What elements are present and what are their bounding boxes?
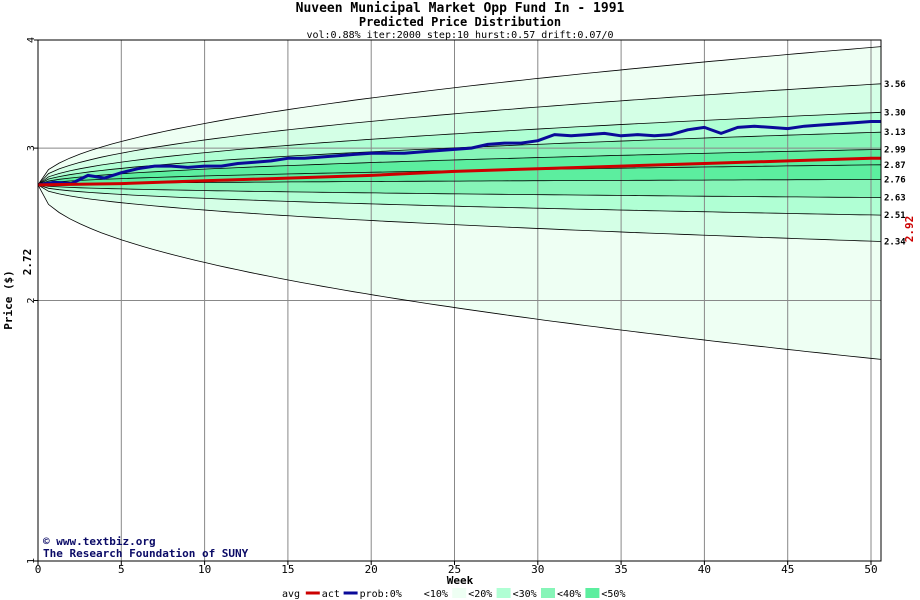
legend-label-avg: avg <box>282 589 300 600</box>
band-contour-2 <box>37 83 882 186</box>
start-price-label: 2.72 <box>21 249 34 276</box>
legend-label-2: prob:0% <box>360 589 402 600</box>
series-line-avg <box>37 120 881 187</box>
end-label-3.13: 3.13 <box>884 128 906 138</box>
x-axis-ticks: 0 5 10 15 20 25 30 35 40 45 50 <box>35 561 878 576</box>
prob-band-4 <box>38 132 881 185</box>
x-tick-label-50: 50 <box>864 563 877 576</box>
band-contour-5 <box>37 149 882 186</box>
y-tick-label-3: 3 <box>26 145 37 151</box>
legend-label-4: <20% <box>468 589 492 600</box>
prob-band-9 <box>38 184 881 242</box>
band-contour-11 <box>37 184 882 360</box>
end-label-2.51: 2.51 <box>884 211 906 221</box>
prob-band-3 <box>38 112 881 185</box>
band-contour-9 <box>37 184 882 216</box>
end-labels: 3.56 3.30 3.13 2.99 2.87 2.76 2.63 2.51 2.34 <box>884 80 906 248</box>
end-label-3.56: 3.56 <box>884 80 906 90</box>
series-lines <box>37 120 881 187</box>
band-contour-10 <box>37 184 882 242</box>
x-tick-label-5: 5 <box>118 563 125 576</box>
end-label-2.76: 2.76 <box>884 175 906 185</box>
x-tick-label-35: 35 <box>614 563 627 576</box>
legend-swatch-7 <box>585 588 600 598</box>
y-tick-label-2: 2 <box>26 297 37 303</box>
legend-label-6: <40% <box>557 589 581 600</box>
prob-band-1 <box>38 46 881 185</box>
prob-band-7 <box>38 179 881 198</box>
band-contour-3 <box>37 111 882 186</box>
legend-swatch-5 <box>496 588 511 598</box>
legend-label-1: act <box>322 589 340 600</box>
x-tick-label-40: 40 <box>698 563 711 576</box>
credits-site: © www.textbiz.org <box>43 535 156 548</box>
y-axis-label: Price ($) <box>2 270 15 330</box>
band-contour-8 <box>37 184 882 198</box>
legend: avg act prob:0% <10% <20% <30% <40% <50% <box>282 588 625 600</box>
x-tick-label-10: 10 <box>198 563 211 576</box>
y-tick-label-1: 1 <box>26 558 37 564</box>
x-tick-label-15: 15 <box>281 563 294 576</box>
x-tick-label-30: 30 <box>531 563 544 576</box>
end-label-2.99: 2.99 <box>884 145 906 155</box>
x-axis-label: Week <box>447 574 474 587</box>
prob-band-10 <box>38 184 881 360</box>
series-line-act <box>37 156 881 187</box>
y-axis-ticks: 1 2 3 4 <box>26 37 38 564</box>
grid <box>38 40 881 561</box>
prob-band-8 <box>38 184 881 216</box>
prob-band-5 <box>38 149 881 185</box>
end-label-2.63: 2.63 <box>884 194 906 204</box>
end-label-3.30: 3.30 <box>884 108 906 118</box>
legend-label-3: <10% <box>424 589 448 600</box>
legend-swatch-3 <box>407 588 422 598</box>
x-tick-label-45: 45 <box>781 563 794 576</box>
legend-swatch-4 <box>452 588 467 598</box>
final-actual-label: 2.92 <box>903 216 916 243</box>
chart-params: vol:0.88% iter:2000 step:10 hurst:0.57 d… <box>306 30 613 41</box>
legend-label-5: <30% <box>513 589 537 600</box>
end-label-2.87: 2.87 <box>884 161 906 171</box>
band-contour-1 <box>37 46 882 186</box>
x-tick-label-20: 20 <box>365 563 378 576</box>
x-tick-label-25: 25 <box>448 563 461 576</box>
chart-title: Nuveen Municipal Market Opp Fund In - 19… <box>296 1 625 16</box>
y-tick-label-4: 4 <box>26 37 37 43</box>
legend-swatch-6 <box>541 588 555 598</box>
chart-subtitle: Predicted Price Distribution <box>359 15 561 29</box>
credits-org: The Research Foundation of SUNY <box>43 547 249 560</box>
end-label-2.34: 2.34 <box>884 237 906 247</box>
legend-label-7: <50% <box>601 589 625 600</box>
prob-band-2 <box>38 83 881 185</box>
x-tick-label-0: 0 <box>35 563 42 576</box>
